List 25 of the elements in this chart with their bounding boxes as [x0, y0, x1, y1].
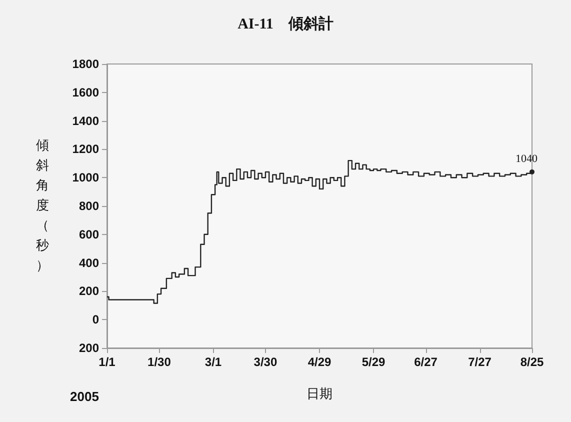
- x-tick-label: 3/1: [204, 355, 222, 369]
- text: 2005: [70, 389, 99, 404]
- y-tick-label: 1000: [72, 170, 100, 185]
- y-tick-label: 1200: [72, 142, 100, 156]
- x-tick-label: 5/29: [362, 355, 386, 369]
- y-tick-label: 1600: [72, 85, 100, 100]
- x-axis-title: 日期: [306, 387, 332, 402]
- y-tick-label: 400: [78, 256, 100, 270]
- annotation: 1040: [516, 152, 538, 165]
- y-tick-label: 200: [78, 341, 100, 355]
- y-tick-label: 0: [92, 312, 100, 327]
- x-tick-label: 7/27: [468, 355, 492, 369]
- chart-title: AI-11 傾斜計: [238, 16, 334, 32]
- x-tick-label: 4/29: [308, 355, 332, 369]
- x-tick-label: 1/30: [148, 355, 172, 369]
- x-tick-label: 8/25: [520, 355, 544, 369]
- y-tick-label: 800: [78, 199, 100, 213]
- x-tick-label: 6/27: [414, 355, 438, 369]
- x-tick-label: 3/30: [254, 355, 278, 369]
- x-tick-label: 1/1: [98, 355, 116, 369]
- y-tick-label: 1400: [72, 114, 100, 128]
- y-tick-label: 1800: [72, 57, 100, 71]
- y-axis-title: 傾斜角度（秒）: [36, 138, 49, 274]
- y-tick-label: 600: [78, 227, 100, 242]
- y-tick-label: 200: [78, 284, 100, 298]
